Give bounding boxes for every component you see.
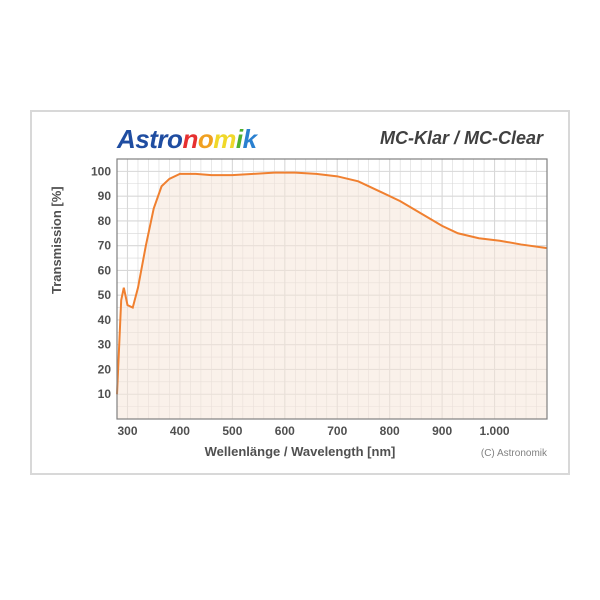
svg-text:80: 80 (98, 214, 112, 228)
svg-text:100: 100 (91, 164, 111, 178)
svg-text:60: 60 (98, 263, 112, 277)
y-axis-label: Transmission [%] (49, 186, 64, 294)
svg-text:20: 20 (98, 362, 112, 376)
svg-text:700: 700 (327, 424, 347, 438)
svg-text:50: 50 (98, 288, 112, 302)
chart-card: Astronomik MC-Klar / MC-Clear 1020304050… (30, 110, 570, 475)
svg-text:900: 900 (432, 424, 452, 438)
svg-text:500: 500 (222, 424, 242, 438)
transmission-chart: 10 20 30 40 50 60 70 80 90 100 300 400 500 600 700 800 9… (47, 124, 555, 449)
x-axis-label: Wellenlänge / Wavelength [nm] (47, 444, 553, 459)
svg-text:90: 90 (98, 189, 112, 203)
svg-text:70: 70 (98, 239, 112, 253)
svg-text:800: 800 (380, 424, 400, 438)
svg-text:300: 300 (117, 424, 137, 438)
copyright-text: (C) Astronomik (481, 448, 547, 459)
svg-text:600: 600 (275, 424, 295, 438)
chart-inner: Astronomik MC-Klar / MC-Clear 1020304050… (47, 124, 553, 461)
svg-text:10: 10 (98, 387, 112, 401)
svg-text:1.000: 1.000 (480, 424, 510, 438)
svg-text:30: 30 (98, 338, 112, 352)
svg-text:400: 400 (170, 424, 190, 438)
svg-text:40: 40 (98, 313, 112, 327)
